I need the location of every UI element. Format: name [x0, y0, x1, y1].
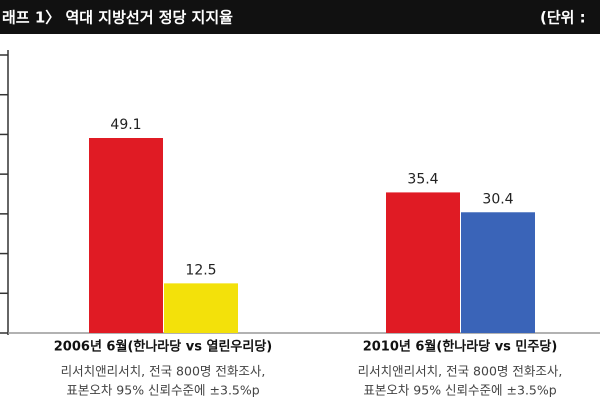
value-label: 12.5 [185, 262, 216, 278]
header-bar [0, 0, 600, 34]
value-label: 49.1 [110, 117, 141, 133]
bar [89, 138, 163, 333]
category-label: 2010년 6월(한나라당 vs 민주당) [363, 339, 558, 355]
value-label: 30.4 [482, 191, 513, 207]
bar [164, 283, 238, 333]
value-label: 35.4 [407, 171, 438, 187]
note: 표본오차 95% 신뢰수준에 ±3.5%p [66, 383, 259, 398]
bar [386, 192, 460, 333]
note: 리서치앤리서치, 전국 800명 전화조사, [61, 364, 266, 379]
chart-title: 래프 1〉 역대 지방선거 정당 지지율 [2, 9, 233, 27]
category-label: 2006년 6월(한나라당 vs 열린우리당) [54, 339, 272, 355]
note: 표본오차 95% 신뢰수준에 ±3.5%p [363, 383, 556, 398]
note: 리서치앤리서치, 전국 800명 전화조사, [358, 364, 563, 379]
unit-label: (단위 : [540, 9, 586, 27]
bar [461, 212, 535, 333]
